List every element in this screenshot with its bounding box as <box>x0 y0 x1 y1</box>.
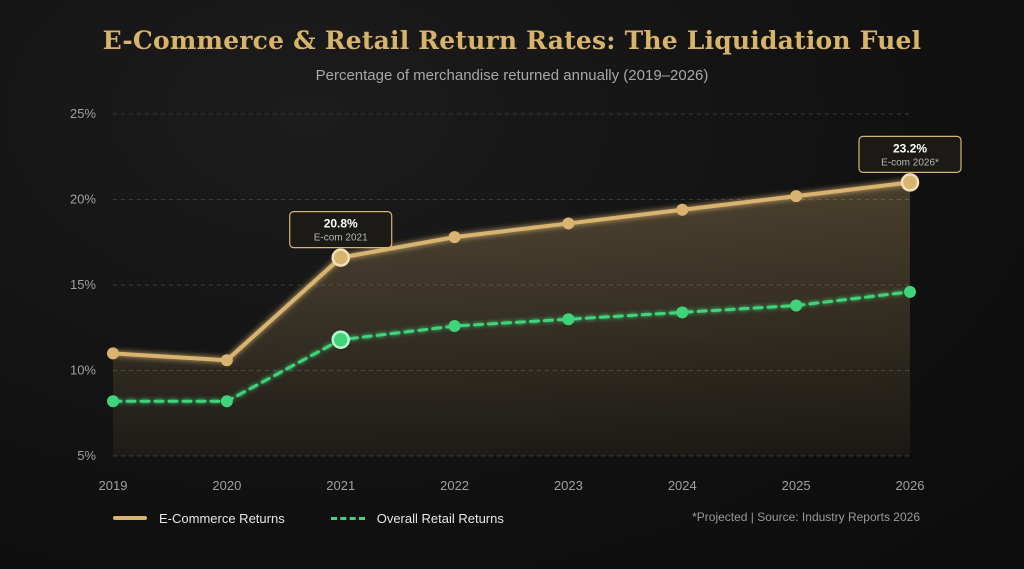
ecommerce-point <box>790 190 803 203</box>
source-footnote: *Projected | Source: Industry Reports 20… <box>692 510 920 524</box>
chart-subtitle: Percentage of merchandise returned annua… <box>315 67 709 84</box>
legend-swatch-retail <box>330 516 365 520</box>
retail-point <box>562 313 575 326</box>
y-tick-label: 15% <box>70 277 96 292</box>
ecommerce-point <box>676 203 689 216</box>
retail-point <box>790 299 803 312</box>
retail-line <box>111 290 912 403</box>
legend-label-retail: Overall Retail Returns <box>376 510 504 526</box>
retail-point <box>676 306 689 319</box>
y-tick-label: 25% <box>70 106 96 121</box>
x-tick-label: 2020 <box>212 478 241 493</box>
y-axis-ticks: 5% 10% 15% 20% 25% <box>70 106 96 463</box>
x-tick-label: 2026 <box>896 478 925 493</box>
callout-box <box>858 135 962 173</box>
x-tick-label: 2021 <box>326 478 355 493</box>
ecommerce-point <box>448 231 461 244</box>
retail-point <box>331 330 350 349</box>
x-tick-label: 2022 <box>440 478 469 493</box>
x-tick-label: 2024 <box>668 478 697 493</box>
ecommerce-point <box>107 347 119 360</box>
y-tick-label: 5% <box>77 448 96 463</box>
data-points <box>107 173 920 408</box>
retail-point <box>448 320 461 333</box>
chart-title: E-Commerce & Retail Return Rates: The Li… <box>102 26 922 55</box>
legend: E-Commerce Returns Overall Retail Return… <box>113 509 550 527</box>
ecommerce-point <box>562 217 575 230</box>
callout-value: 23.2% <box>893 141 927 155</box>
x-tick-label: 2025 <box>782 478 811 493</box>
x-tick-label: 2019 <box>99 478 128 493</box>
y-tick-label: 10% <box>70 363 96 378</box>
retail-point <box>107 395 119 408</box>
callouts: 20.8% E-com 2021 23.2% E-com 2026* <box>289 135 962 249</box>
ecommerce-point <box>331 248 350 267</box>
callout-value: 20.8% <box>324 217 358 231</box>
callout-box <box>289 211 393 249</box>
legend-item-retail: Overall Retail Returns <box>330 510 504 526</box>
legend-item-ecommerce: E-Commerce Returns <box>113 511 285 526</box>
callout-2021: 20.8% E-com 2021 <box>289 211 393 249</box>
retail-point <box>220 395 233 408</box>
ecommerce-area <box>113 182 910 456</box>
ecommerce-point <box>900 173 920 192</box>
series-lines <box>111 180 912 403</box>
ecommerce-point <box>220 354 233 367</box>
area-fill <box>113 182 910 456</box>
callout-2026: 23.2% E-com 2026* <box>858 135 962 173</box>
legend-label-ecommerce: E-Commerce Returns <box>159 510 285 526</box>
retail-point <box>904 285 916 298</box>
callout-label: E-com 2026* <box>881 157 939 168</box>
x-tick-label: 2023 <box>554 478 583 493</box>
legend-swatch-ecommerce <box>113 516 147 520</box>
callout-label: E-com 2021 <box>314 233 368 244</box>
x-axis-ticks: 2019 2020 2021 2022 2023 2024 2025 2026 <box>99 478 925 493</box>
ecommerce-line <box>111 180 912 363</box>
y-tick-label: 20% <box>70 192 96 207</box>
